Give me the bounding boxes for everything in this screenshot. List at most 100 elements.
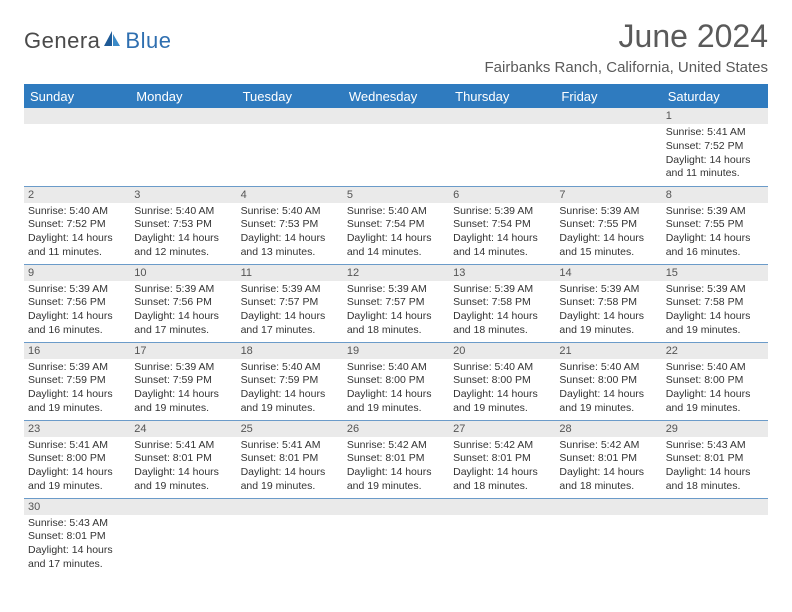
calendar-header-row: SundayMondayTuesdayWednesdayThursdayFrid… <box>24 84 768 108</box>
calendar-week-row: 16Sunrise: 5:39 AMSunset: 7:59 PMDayligh… <box>24 342 768 420</box>
daylight-text: Daylight: 14 hours and 16 minutes. <box>28 310 126 337</box>
calendar-cell: 12 Sunrise: 5:39 AMSunset: 7:57 PMDayligh… <box>343 264 449 342</box>
sunrise-text: Sunrise: 5:41 AM <box>134 439 232 453</box>
day-details: Sunrise: 5:40 AMSunset: 7:59 PMDaylight:… <box>241 361 339 416</box>
sunrise-text: Sunrise: 5:40 AM <box>347 361 445 375</box>
calendar-cell: 14Sunrise: 5:39 AMSunset: 7:58 PMDayligh… <box>555 264 661 342</box>
day-number-bar: 5 <box>343 187 449 203</box>
sunrise-text: Sunrise: 5:39 AM <box>453 205 551 219</box>
calendar-cell-empty <box>343 108 449 186</box>
calendar-table: SundayMondayTuesdayWednesdayThursdayFrid… <box>24 84 768 576</box>
day-number-bar: 22 <box>662 343 768 359</box>
sunset-text: Sunset: 8:00 PM <box>453 374 551 388</box>
calendar-cell: 9Sunrise: 5:39 AMSunset: 7:56 PMDaylight… <box>24 264 130 342</box>
day-details: Sunrise: 5:43 AMSunset: 8:01 PMDaylight:… <box>666 439 764 494</box>
calendar-cell: 16Sunrise: 5:39 AMSunset: 7:59 PMDayligh… <box>24 342 130 420</box>
day-number-bar: 16 <box>24 343 130 359</box>
sunset-text: Sunset: 7:57 PM <box>347 296 445 310</box>
calendar-week-row: 9Sunrise: 5:39 AMSunset: 7:56 PMDaylight… <box>24 264 768 342</box>
day-number-bar: 13 <box>449 265 555 281</box>
sunset-text: Sunset: 8:00 PM <box>666 374 764 388</box>
day-number-bar <box>237 499 343 515</box>
sunset-text: Sunset: 7:59 PM <box>241 374 339 388</box>
sunset-text: Sunset: 7:55 PM <box>666 218 764 232</box>
daylight-text: Daylight: 14 hours and 17 minutes. <box>241 310 339 337</box>
day-number-bar: 21 <box>555 343 661 359</box>
sunset-text: Sunset: 8:01 PM <box>453 452 551 466</box>
sunset-text: Sunset: 7:53 PM <box>134 218 232 232</box>
day-details: Sunrise: 5:42 AMSunset: 8:01 PMDaylight:… <box>347 439 445 494</box>
sunrise-text: Sunrise: 5:40 AM <box>559 361 657 375</box>
calendar-week-row: 30Sunrise: 5:43 AMSunset: 8:01 PMDayligh… <box>24 498 768 576</box>
day-details: Sunrise: 5:39 AMSunset: 7:58 PMDaylight:… <box>559 283 657 338</box>
day-number-bar: 10 <box>130 265 236 281</box>
calendar-cell: 7 Sunrise: 5:39 AMSunset: 7:55 PMDaylight… <box>555 186 661 264</box>
calendar-cell: 4Sunrise: 5:40 AMSunset: 7:53 PMDaylight… <box>237 186 343 264</box>
day-number-bar: 28 <box>555 421 661 437</box>
daylight-text: Daylight: 14 hours and 14 minutes. <box>453 232 551 259</box>
calendar-cell-empty <box>662 498 768 576</box>
calendar-body: 1Sunrise: 5:41 AMSunset: 7:52 PMDaylight… <box>24 108 768 576</box>
sunset-text: Sunset: 8:01 PM <box>241 452 339 466</box>
day-details: Sunrise: 5:42 AMSunset: 8:01 PMDaylight:… <box>453 439 551 494</box>
calendar-cell: 22Sunrise: 5:40 AMSunset: 8:00 PMDayligh… <box>662 342 768 420</box>
calendar-cell: 10Sunrise: 5:39 AMSunset: 7:56 PMDayligh… <box>130 264 236 342</box>
logo-sail-icon <box>103 30 121 53</box>
calendar-cell: 26 Sunrise: 5:42 AMSunset: 8:01 PMDayligh… <box>343 420 449 498</box>
sunset-text: Sunset: 7:58 PM <box>666 296 764 310</box>
day-details: Sunrise: 5:39 AMSunset: 7:58 PMDaylight:… <box>666 283 764 338</box>
day-details: Sunrise: 5:39 AMSunset: 7:57 PMDaylight:… <box>241 283 339 338</box>
day-number-bar <box>237 108 343 124</box>
sunrise-text: Sunrise: 5:42 AM <box>559 439 657 453</box>
sunset-text: Sunset: 7:59 PM <box>28 374 126 388</box>
day-details: Sunrise: 5:41 AMSunset: 8:00 PMDaylight:… <box>28 439 126 494</box>
calendar-week-row: 2Sunrise: 5:40 AMSunset: 7:52 PMDaylight… <box>24 186 768 264</box>
day-number-bar: 9 <box>24 265 130 281</box>
day-number-bar: 23 <box>24 421 130 437</box>
daylight-text: Daylight: 14 hours and 15 minutes. <box>559 232 657 259</box>
day-number-bar <box>130 499 236 515</box>
calendar-cell: 1Sunrise: 5:41 AMSunset: 7:52 PMDaylight… <box>662 108 768 186</box>
sunset-text: Sunset: 7:53 PM <box>241 218 339 232</box>
day-number-bar: 26 <box>343 421 449 437</box>
sunset-text: Sunset: 8:00 PM <box>347 374 445 388</box>
page-header: Genera Blue June 2024 Fairbanks Ranch, C… <box>24 18 768 76</box>
daylight-text: Daylight: 14 hours and 19 minutes. <box>241 466 339 493</box>
day-number-bar: 19 <box>343 343 449 359</box>
weekday-header: Wednesday <box>343 84 449 108</box>
calendar-cell: 19Sunrise: 5:40 AMSunset: 8:00 PMDayligh… <box>343 342 449 420</box>
day-number-bar: 18 <box>237 343 343 359</box>
calendar-week-row: 23Sunrise: 5:41 AMSunset: 8:00 PMDayligh… <box>24 420 768 498</box>
daylight-text: Daylight: 14 hours and 19 minutes. <box>241 388 339 415</box>
day-number-bar: 29 <box>662 421 768 437</box>
sunset-text: Sunset: 8:00 PM <box>28 452 126 466</box>
calendar-cell-empty <box>130 498 236 576</box>
day-number-bar: 7 <box>555 187 661 203</box>
daylight-text: Daylight: 14 hours and 19 minutes. <box>28 388 126 415</box>
calendar-cell: 28Sunrise: 5:42 AMSunset: 8:01 PMDayligh… <box>555 420 661 498</box>
day-details: Sunrise: 5:39 AMSunset: 7:55 PMDaylight:… <box>559 205 657 260</box>
day-number-bar: 2 <box>24 187 130 203</box>
logo-text-blue: Blue <box>125 28 171 54</box>
day-details: Sunrise: 5:41 AMSunset: 8:01 PMDaylight:… <box>241 439 339 494</box>
day-details: Sunrise: 5:39 AMSunset: 7:58 PMDaylight:… <box>453 283 551 338</box>
daylight-text: Daylight: 14 hours and 19 minutes. <box>666 310 764 337</box>
day-details: Sunrise: 5:40 AMSunset: 7:53 PMDaylight:… <box>134 205 232 260</box>
sunrise-text: Sunrise: 5:40 AM <box>453 361 551 375</box>
day-number-bar: 12 <box>343 265 449 281</box>
day-details: Sunrise: 5:39 AMSunset: 7:57 PMDaylight:… <box>347 283 445 338</box>
weekday-header: Friday <box>555 84 661 108</box>
day-number-bar: 11 <box>237 265 343 281</box>
daylight-text: Daylight: 14 hours and 13 minutes. <box>241 232 339 259</box>
day-number-bar <box>555 499 661 515</box>
calendar-cell-empty <box>555 108 661 186</box>
daylight-text: Daylight: 14 hours and 19 minutes. <box>134 388 232 415</box>
sunset-text: Sunset: 8:01 PM <box>559 452 657 466</box>
weekday-header: Saturday <box>662 84 768 108</box>
day-details: Sunrise: 5:40 AMSunset: 8:00 PMDaylight:… <box>559 361 657 416</box>
daylight-text: Daylight: 14 hours and 14 minutes. <box>347 232 445 259</box>
calendar-cell: 5Sunrise: 5:40 AMSunset: 7:54 PMDaylight… <box>343 186 449 264</box>
calendar-cell: 2Sunrise: 5:40 AMSunset: 7:52 PMDaylight… <box>24 186 130 264</box>
sunrise-text: Sunrise: 5:40 AM <box>241 361 339 375</box>
calendar-cell: 20Sunrise: 5:40 AMSunset: 8:00 PMDayligh… <box>449 342 555 420</box>
